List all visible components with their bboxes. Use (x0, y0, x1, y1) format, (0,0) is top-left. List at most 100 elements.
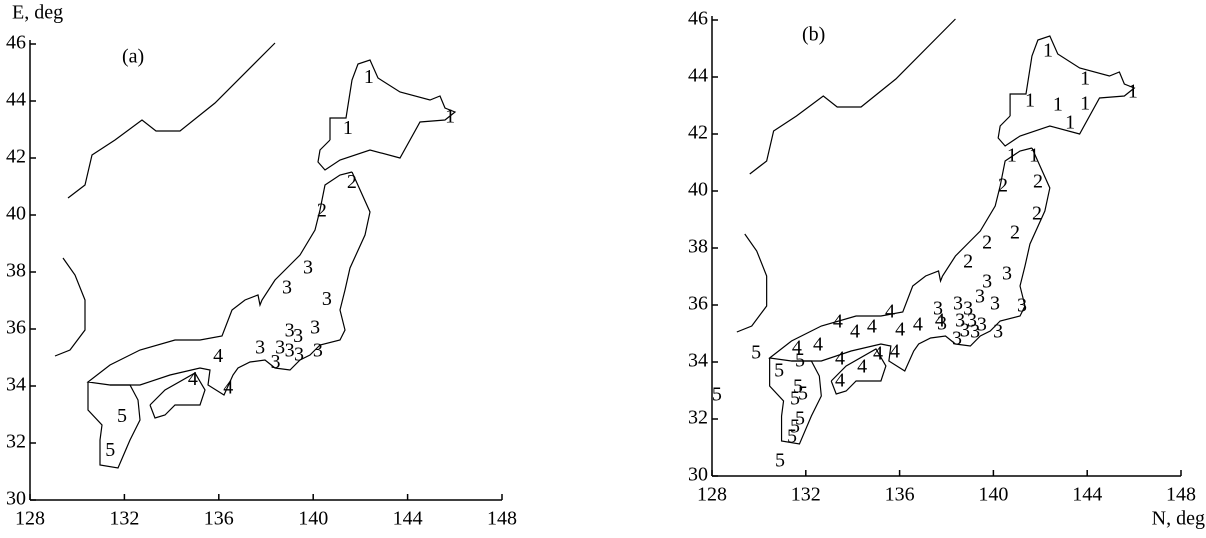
zone-point: 5 (787, 426, 797, 448)
zone-point: 3 (1002, 263, 1012, 285)
zone-point: 3 (967, 310, 977, 332)
zone-point: 1 (1065, 112, 1075, 134)
zone-point: 3 (322, 288, 332, 310)
zone-point: 1 (1025, 90, 1035, 112)
zone-point: 1 (1029, 145, 1039, 167)
zone-point: 5 (798, 383, 808, 405)
zone-point: 5 (795, 350, 805, 372)
zone-point: 3 (294, 344, 304, 366)
y-tick-label: 42 (688, 122, 708, 144)
y-tick-label: 46 (688, 8, 708, 30)
y-tick-label: 44 (688, 65, 708, 87)
zone-point: 1 (445, 106, 455, 128)
panel-label: (a) (122, 46, 144, 68)
zone-point: 4 (895, 319, 905, 341)
zone-point: 3 (285, 319, 295, 341)
zone-point: 4 (213, 345, 223, 367)
zone-point: 2 (1032, 203, 1042, 225)
zone-point: 5 (751, 342, 761, 364)
zone-point: 3 (953, 293, 963, 315)
zone-point: 4 (813, 334, 823, 356)
zone-point: 3 (993, 321, 1003, 343)
y-tick-label: 32 (688, 407, 708, 429)
zone-point: 4 (890, 340, 900, 362)
zone-point: 3 (990, 293, 1000, 315)
x-tick-label: 148 (487, 508, 517, 530)
zone-point: 3 (310, 317, 320, 339)
zone-point: 5 (117, 405, 127, 427)
x-tick-label: 132 (791, 484, 821, 506)
zone-point: 1 (1080, 93, 1090, 115)
y-tick-label: 36 (688, 293, 708, 315)
x-tick-label: 140 (978, 484, 1008, 506)
zone-point: 3 (977, 314, 987, 336)
zone-point: 3 (303, 257, 313, 279)
x-tick-label: 128 (697, 484, 727, 506)
zone-point: 3 (270, 351, 280, 373)
zone-point: 3 (933, 298, 943, 320)
zone-point: 1 (343, 117, 353, 139)
y-tick-label: 44 (6, 89, 26, 111)
panel-label: (b) (802, 24, 825, 46)
y-tick-label: 38 (688, 236, 708, 258)
zone-point: 4 (873, 342, 883, 364)
x-tick-label: 132 (109, 508, 139, 530)
zone-point: 2 (982, 232, 992, 254)
x-tick-label: 144 (393, 508, 423, 530)
zone-point: 1 (364, 66, 374, 88)
coastline (54, 42, 457, 469)
y-tick-label: 34 (688, 350, 708, 372)
x-tick-label: 144 (1072, 484, 1102, 506)
zone-point: 4 (885, 301, 895, 323)
y-tick-label: 38 (6, 260, 26, 282)
x-tick-label: 136 (204, 508, 234, 530)
zone-point: 2 (317, 200, 327, 222)
zone-point: 3 (952, 328, 962, 350)
zone-point: 4 (835, 348, 845, 370)
zone-point: 2 (1010, 222, 1020, 244)
zone-point: 4 (833, 311, 843, 333)
zone-point: 4 (857, 356, 867, 378)
y-tick-label: 30 (6, 488, 26, 510)
zone-point: 3 (255, 337, 265, 359)
y-axis-label: E, deg (12, 2, 63, 24)
y-tick-label: 42 (6, 146, 26, 168)
zone-point: 3 (275, 337, 285, 359)
zone-point: 3 (282, 277, 292, 299)
y-tick-label: 34 (6, 374, 26, 396)
x-tick-label: 140 (298, 508, 328, 530)
zone-point: 1 (1080, 68, 1090, 90)
zone-point: 3 (960, 320, 970, 342)
zone-point: 3 (1017, 295, 1027, 317)
zone-point: 3 (313, 339, 323, 361)
zone-point: 2 (963, 251, 973, 273)
zone-point: 2 (347, 171, 357, 193)
zone-point: 5 (793, 376, 803, 398)
y-tick-label: 32 (6, 431, 26, 453)
x-tick-label: 128 (15, 508, 45, 530)
zone-point: 4 (867, 316, 877, 338)
zone-point: 4 (188, 368, 198, 390)
zone-point: 5 (790, 387, 800, 409)
y-tick-label: 30 (688, 464, 708, 486)
zone-point: 3 (970, 321, 980, 343)
y-tick-label: 40 (688, 179, 708, 201)
zone-point: 1 (1128, 81, 1138, 103)
zone-point: 5 (790, 416, 800, 438)
zone-point: 5 (774, 360, 784, 382)
zone-point: 4 (850, 321, 860, 343)
zone-point: 5 (712, 384, 722, 406)
zone-point: 2 (1033, 171, 1043, 193)
zone-point: 4 (913, 314, 923, 336)
x-tick-label: 148 (1166, 484, 1196, 506)
zone-point: 1 (1007, 145, 1017, 167)
zone-point: 5 (795, 408, 805, 430)
x-tick-label: 136 (885, 484, 915, 506)
zone-point: 4 (835, 370, 845, 392)
zone-point: 1 (1053, 94, 1063, 116)
zone-point: 1 (1043, 40, 1053, 62)
zone-point: 3 (937, 313, 947, 335)
zone-point: 3 (293, 325, 303, 347)
zone-point: 4 (792, 336, 802, 358)
